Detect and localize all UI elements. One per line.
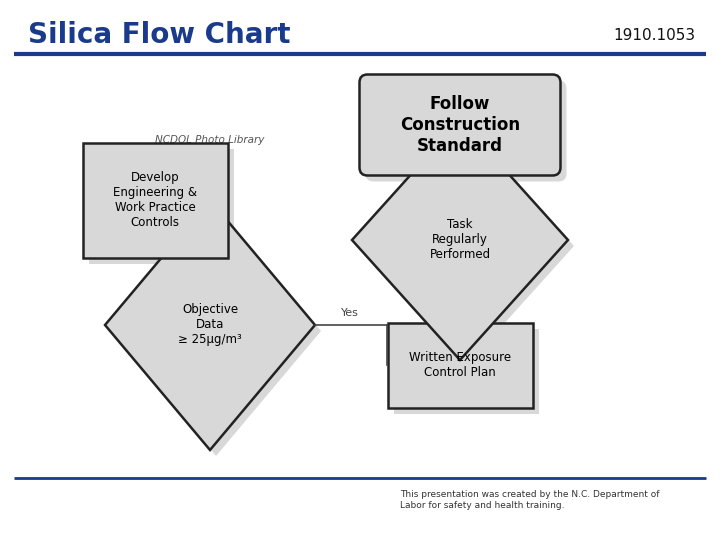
Text: NCDOL Photo Library: NCDOL Photo Library bbox=[156, 135, 265, 145]
Text: Written Exposure
Control Plan: Written Exposure Control Plan bbox=[409, 351, 511, 379]
FancyBboxPatch shape bbox=[359, 75, 560, 176]
Bar bbox=[89, 148, 233, 264]
Bar bbox=[394, 328, 539, 414]
Polygon shape bbox=[358, 126, 574, 366]
Polygon shape bbox=[111, 206, 321, 456]
Bar bbox=[83, 143, 228, 258]
Text: This presentation was created by the N.C. Department of
Labor for safety and hea: This presentation was created by the N.C… bbox=[400, 490, 660, 510]
Text: Task
Regularly
Performed: Task Regularly Performed bbox=[429, 219, 490, 261]
Text: 1910.1053: 1910.1053 bbox=[613, 28, 695, 43]
Text: Objective
Data
≥ 25μg/m³: Objective Data ≥ 25μg/m³ bbox=[178, 303, 242, 347]
Bar bbox=[387, 322, 533, 408]
Polygon shape bbox=[352, 120, 568, 360]
FancyBboxPatch shape bbox=[366, 80, 567, 181]
Text: Silica Flow Chart: Silica Flow Chart bbox=[28, 21, 290, 49]
Text: Yes: Yes bbox=[341, 308, 359, 318]
Polygon shape bbox=[105, 200, 315, 450]
Text: Follow
Construction
Standard: Follow Construction Standard bbox=[400, 95, 520, 155]
Text: Develop
Engineering &
Work Practice
Controls: Develop Engineering & Work Practice Cont… bbox=[113, 171, 197, 229]
